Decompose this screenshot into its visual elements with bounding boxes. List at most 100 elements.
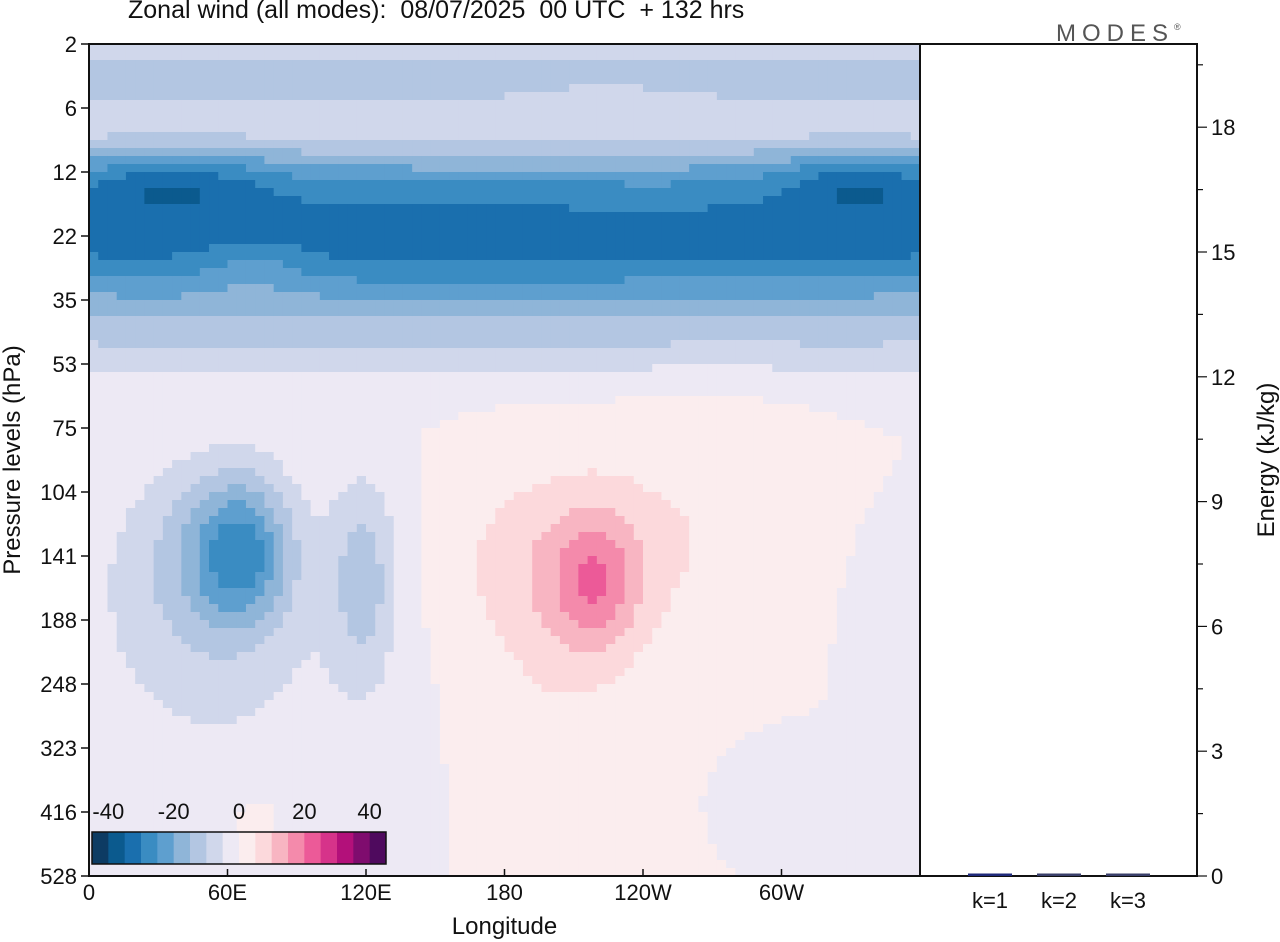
heatmap-cell <box>873 60 884 69</box>
heatmap-cell <box>550 420 561 429</box>
heatmap-cell <box>190 52 201 61</box>
heatmap-cell <box>606 276 616 285</box>
heatmap-cell <box>633 236 644 245</box>
heatmap-cell <box>873 44 884 53</box>
heatmap-cell <box>679 276 690 285</box>
heatmap-cell <box>135 92 145 101</box>
heatmap-cell <box>421 412 432 421</box>
heatmap-cell <box>698 52 709 61</box>
heatmap-cell <box>846 140 856 149</box>
heatmap-cell <box>245 116 256 125</box>
heatmap-cell <box>707 236 718 245</box>
heatmap-cell <box>855 124 866 133</box>
heatmap-cell <box>541 68 552 77</box>
heatmap-cell <box>836 212 847 221</box>
heatmap-cell <box>726 436 736 445</box>
heatmap-cell <box>162 316 173 325</box>
heatmap-cell <box>827 404 838 413</box>
heatmap-cell <box>587 116 598 125</box>
heatmap-cell <box>375 148 386 157</box>
heatmap-cell <box>855 404 866 413</box>
heatmap-cell <box>541 244 552 253</box>
heatmap-cell <box>707 148 718 157</box>
heatmap-cell <box>356 132 367 141</box>
heatmap-cell <box>338 220 349 229</box>
heatmap-cell <box>430 484 441 493</box>
heatmap-cell <box>873 428 884 437</box>
heatmap-cell <box>753 452 764 461</box>
heatmap-cell <box>809 300 820 309</box>
heatmap-cell <box>883 204 893 213</box>
heatmap-cell <box>347 444 358 453</box>
heatmap-cell <box>199 420 210 429</box>
heatmap-cell <box>273 468 284 477</box>
heatmap-cell <box>836 68 847 77</box>
heatmap-cell <box>209 484 219 493</box>
heatmap-cell <box>652 316 663 325</box>
heatmap-cell <box>615 412 626 421</box>
heatmap-cell <box>292 252 302 261</box>
heatmap-cell <box>910 140 921 149</box>
heatmap-cell <box>818 92 829 101</box>
heatmap-cell <box>292 284 302 293</box>
heatmap-cell <box>827 452 838 461</box>
heatmap-cell <box>790 44 801 53</box>
heatmap-cell <box>744 188 755 197</box>
heatmap-cell <box>772 124 783 133</box>
heatmap-cell <box>89 132 99 141</box>
heatmap-cell <box>643 116 653 125</box>
heatmap-cell <box>513 52 524 61</box>
heatmap-cell <box>504 300 515 309</box>
heatmap-cell <box>181 484 192 493</box>
heatmap-cell <box>661 60 672 69</box>
heatmap-cell <box>218 44 229 53</box>
heatmap-cell <box>162 348 173 357</box>
heatmap-cell <box>836 244 847 253</box>
heatmap-cell <box>615 84 626 93</box>
heatmap-cell <box>467 468 478 477</box>
heatmap-cell <box>190 356 201 365</box>
heatmap-cell <box>319 324 330 333</box>
heatmap-cell <box>606 356 616 365</box>
heatmap-cell <box>698 300 709 309</box>
heatmap-cell <box>162 356 173 365</box>
heatmap-cell <box>504 204 515 213</box>
heatmap-cell <box>753 68 764 77</box>
heatmap-cell <box>772 380 783 389</box>
heatmap-cell <box>716 132 727 141</box>
heatmap-cell <box>707 348 718 357</box>
heatmap-cell <box>855 244 866 253</box>
heatmap-cell <box>855 92 866 101</box>
heatmap-cell <box>615 388 626 397</box>
heatmap-cell <box>218 284 229 293</box>
heatmap-cell <box>772 292 783 301</box>
heatmap-cell <box>98 412 109 421</box>
heatmap-cell <box>633 372 644 381</box>
heatmap-cell <box>153 268 164 277</box>
heatmap-cell <box>172 420 182 429</box>
heatmap-cell <box>218 172 229 181</box>
heatmap-cell <box>679 44 690 53</box>
heatmap-cell <box>652 444 663 453</box>
heatmap-cell <box>218 108 229 117</box>
heatmap-cell <box>144 180 155 189</box>
heatmap-cell <box>264 172 275 181</box>
heatmap-cell <box>569 244 579 253</box>
heatmap-cell <box>772 436 783 445</box>
heatmap-cell <box>855 356 866 365</box>
heatmap-cell <box>910 68 921 77</box>
heatmap-cell <box>116 116 127 125</box>
heatmap-cell <box>98 476 109 485</box>
heatmap-cell <box>227 452 238 461</box>
heatmap-cell <box>910 412 921 421</box>
heatmap-cell <box>264 348 275 357</box>
heatmap-cell <box>181 468 192 477</box>
heatmap-cell <box>301 108 312 117</box>
heatmap-cell <box>864 396 875 405</box>
heatmap-cell <box>458 388 469 397</box>
heatmap-cell <box>818 324 829 333</box>
heatmap-cell <box>679 444 690 453</box>
heatmap-cell <box>89 284 99 293</box>
heatmap-cell <box>347 244 358 253</box>
heatmap-cell <box>301 348 312 357</box>
